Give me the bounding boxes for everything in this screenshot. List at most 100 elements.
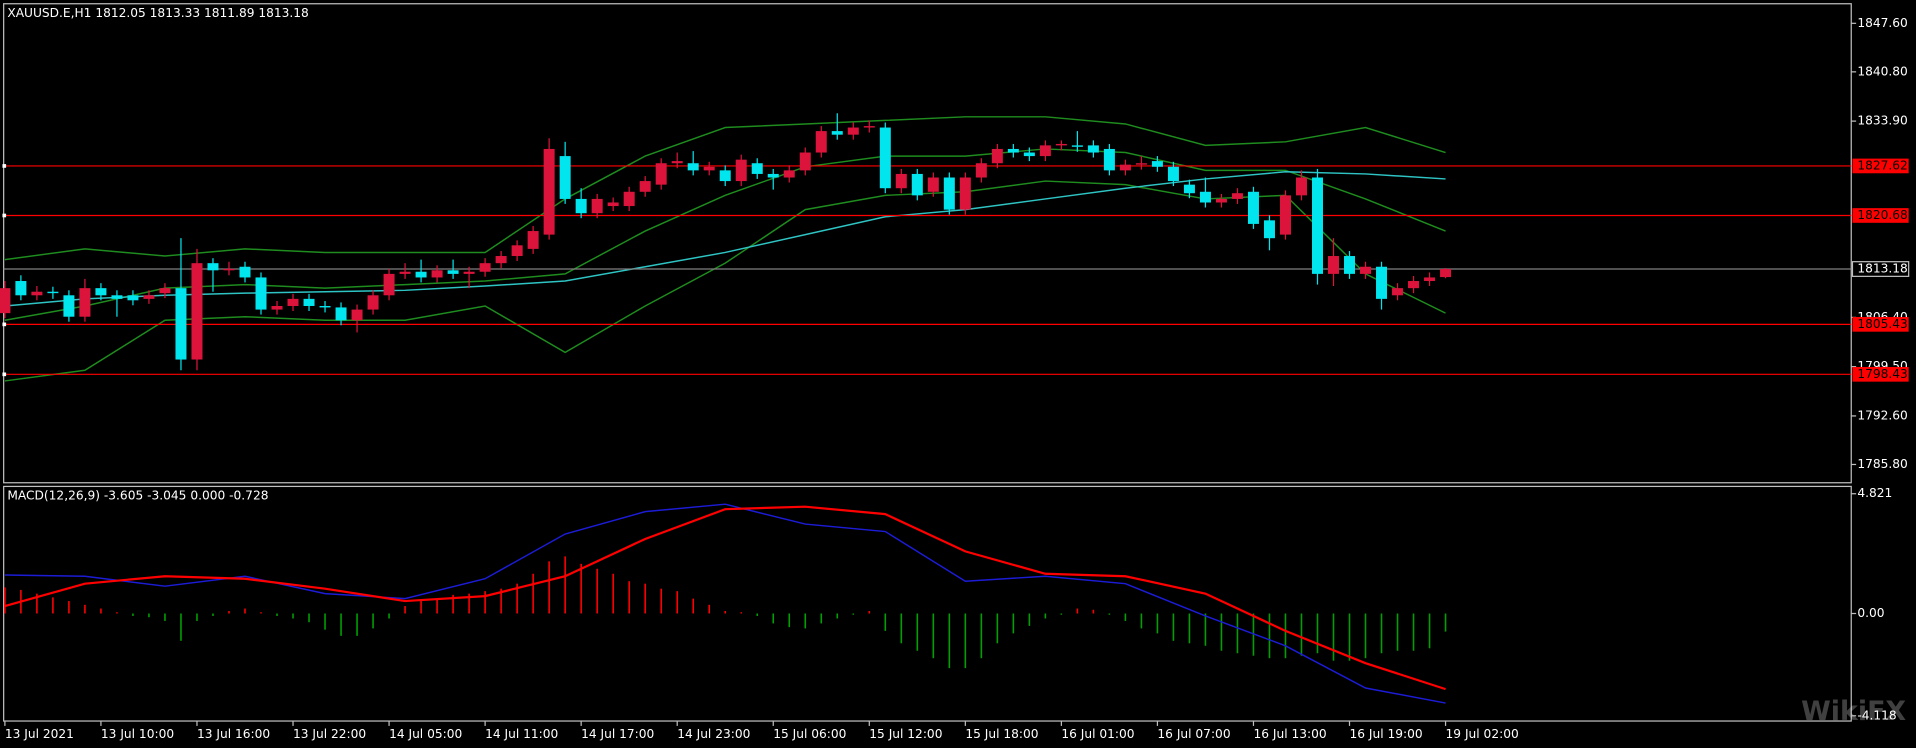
candle-body xyxy=(1408,281,1420,289)
candle-body xyxy=(175,288,187,360)
candle-body xyxy=(1119,164,1131,171)
candle-body xyxy=(63,295,75,317)
candle-body xyxy=(799,152,811,171)
candle-body xyxy=(1135,163,1147,165)
candle-body xyxy=(31,291,43,296)
x-tick-label: 19 Jul 02:00 xyxy=(1446,727,1519,741)
candle-body xyxy=(1167,166,1179,182)
candle-body xyxy=(847,127,859,135)
candle-body xyxy=(287,298,299,307)
candle-body xyxy=(1023,152,1035,157)
candle-body xyxy=(191,263,203,360)
candle-body xyxy=(479,263,491,272)
macd-title: MACD(12,26,9) -3.605 -3.045 0.000 -0.728 xyxy=(7,489,268,503)
x-tick-label: 14 Jul 17:00 xyxy=(581,727,654,741)
candle-body xyxy=(367,295,379,310)
candle-body xyxy=(1151,161,1163,167)
level-label-box xyxy=(1852,158,1909,174)
candle-body xyxy=(223,268,235,271)
level-label: 1798.43 xyxy=(1857,367,1907,381)
x-tick-label: 14 Jul 23:00 xyxy=(677,727,750,741)
level-label-box xyxy=(1852,317,1909,332)
candle-body xyxy=(495,256,507,264)
candle-body xyxy=(0,288,11,314)
candle-body xyxy=(1295,177,1307,196)
x-tick-label: 15 Jul 06:00 xyxy=(773,727,846,741)
candle-body xyxy=(1055,143,1067,146)
candle-body xyxy=(1039,145,1051,157)
level-marker xyxy=(2,322,7,327)
candle-body xyxy=(655,163,667,185)
candle-body xyxy=(927,177,939,192)
candle-body xyxy=(1087,145,1099,153)
candle-body xyxy=(863,126,875,128)
macd-frame xyxy=(3,485,1852,722)
x-tick-label: 13 Jul 22:00 xyxy=(293,727,366,741)
candle-body xyxy=(943,177,955,210)
candle-body xyxy=(751,163,763,174)
candle-body xyxy=(335,307,347,321)
y-tick-label: 1785.80 xyxy=(1857,457,1907,471)
candle-body xyxy=(255,277,267,310)
level-label: 1827.62 xyxy=(1857,158,1907,172)
candle-body xyxy=(879,127,891,189)
x-tick-label: 15 Jul 18:00 xyxy=(965,727,1038,741)
candle-body xyxy=(1231,193,1243,199)
candle-body xyxy=(1279,195,1291,235)
x-tick-label: 16 Jul 01:00 xyxy=(1061,727,1134,741)
x-tick-label: 16 Jul 19:00 xyxy=(1350,727,1423,741)
last-price-box xyxy=(1851,261,1910,277)
candle-body xyxy=(271,306,283,310)
candle-body xyxy=(591,198,603,214)
candle-body xyxy=(1328,256,1340,274)
candle-body xyxy=(319,306,331,308)
candle-body xyxy=(399,271,411,274)
candle-body xyxy=(511,245,523,257)
y-tick-label: 1833.90 xyxy=(1857,114,1907,128)
macd-line xyxy=(4,505,1446,691)
candle-body xyxy=(527,231,539,249)
candle-body xyxy=(1247,191,1259,224)
candle-body xyxy=(1311,177,1323,274)
candle-body xyxy=(895,173,907,189)
candle-body xyxy=(607,202,619,207)
candle-body xyxy=(111,295,123,299)
x-tick-label: 14 Jul 11:00 xyxy=(485,727,558,741)
x-tick-label: 16 Jul 13:00 xyxy=(1253,727,1326,741)
main-frame xyxy=(3,3,1852,484)
candle-body xyxy=(239,266,251,278)
candle-body xyxy=(463,271,475,274)
candle-body xyxy=(719,170,731,182)
indicator-line xyxy=(4,180,1446,382)
y-tick-label: 4.821 xyxy=(1857,486,1892,500)
candle-body xyxy=(1263,220,1275,239)
candle-body xyxy=(1103,148,1115,171)
level-label: 1820.68 xyxy=(1857,208,1907,222)
x-tick-label: 13 Jul 16:00 xyxy=(197,727,270,741)
level-label-box xyxy=(1852,208,1909,223)
candle-body xyxy=(911,173,923,196)
candle-body xyxy=(991,148,1003,164)
x-tick-label: 13 Jul 2021 xyxy=(5,727,74,741)
candle-body xyxy=(1199,191,1211,203)
candle-body xyxy=(623,191,635,207)
candle-body xyxy=(415,271,427,278)
y-tick-label: 1792.60 xyxy=(1857,408,1907,422)
candle-body xyxy=(703,166,715,171)
candle-body xyxy=(207,263,219,271)
candle-body xyxy=(575,198,587,214)
x-tick-label: 14 Jul 05:00 xyxy=(389,727,462,741)
x-tick-label: 16 Jul 07:00 xyxy=(1157,727,1230,741)
y-tick-label: 1847.60 xyxy=(1857,16,1907,30)
y-tick-label: 1840.80 xyxy=(1857,64,1907,78)
level-marker xyxy=(2,164,7,168)
candle-body xyxy=(383,273,395,296)
indicator-line xyxy=(4,148,1446,321)
candle-body xyxy=(1376,266,1388,299)
candle-body xyxy=(351,309,363,321)
candle-body xyxy=(1392,288,1404,296)
candle-body xyxy=(1344,256,1356,274)
candle-body xyxy=(1424,277,1436,282)
